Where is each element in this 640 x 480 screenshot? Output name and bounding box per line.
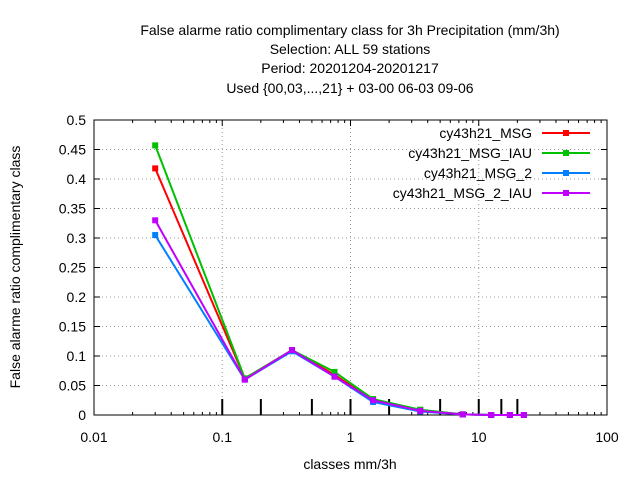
legend-label: cy43h21_MSG_2_IAU bbox=[393, 185, 532, 201]
data-point bbox=[459, 411, 466, 418]
x-axis: 0.01 0.1 1 10 100 bbox=[80, 120, 619, 445]
y-tick-label: 0.15 bbox=[59, 319, 86, 335]
data-point bbox=[289, 347, 296, 354]
title-line-2: Selection: ALL 59 stations bbox=[270, 41, 431, 57]
data-point bbox=[241, 376, 248, 383]
legend-marker bbox=[563, 170, 569, 176]
legend-marker bbox=[563, 150, 569, 156]
title-line-1: False alarme ratio complimentary class f… bbox=[140, 22, 559, 38]
x-tick-label: 1 bbox=[347, 429, 355, 445]
data-point bbox=[152, 165, 159, 172]
legend-label: cy43h21_MSG bbox=[439, 125, 532, 141]
x-tick-label: 0.01 bbox=[80, 429, 107, 445]
data-point bbox=[370, 397, 377, 404]
y-tick-label: 0.4 bbox=[67, 171, 87, 187]
y-axis: 0 0.05 0.1 0.15 0.2 0.25 0.3 0.35 0.4 0.45 0.5 bbox=[59, 112, 607, 423]
y-tick-label: 0.1 bbox=[67, 348, 87, 364]
y-tick-label: 0.35 bbox=[59, 201, 86, 217]
series-line bbox=[154, 234, 524, 416]
x-axis-label: classes mm/3h bbox=[303, 456, 396, 472]
data-point bbox=[417, 407, 424, 414]
y-tick-label: 0.2 bbox=[67, 289, 87, 305]
data-point bbox=[520, 412, 527, 418]
chart-title: False alarme ratio complimentary class f… bbox=[140, 22, 559, 96]
y-tick-label: 0.05 bbox=[59, 378, 86, 394]
y-tick-label: 0.3 bbox=[67, 230, 87, 246]
legend-label: cy43h21_MSG_IAU bbox=[408, 145, 532, 161]
data-point bbox=[331, 373, 338, 380]
y-tick-label: 0.25 bbox=[59, 260, 86, 276]
y-tick-label: 0.45 bbox=[59, 142, 86, 158]
legend-label: cy43h21_MSG_2 bbox=[424, 165, 532, 181]
title-line-3: Period: 20201204-20201217 bbox=[261, 60, 439, 76]
y-tick-label: 0 bbox=[78, 407, 86, 423]
x-tick-label: 0.1 bbox=[213, 429, 233, 445]
data-point bbox=[506, 412, 513, 418]
data-point bbox=[331, 368, 338, 375]
data-point bbox=[152, 232, 159, 239]
data-point bbox=[152, 217, 159, 224]
legend-marker bbox=[563, 190, 569, 196]
legend-marker bbox=[563, 130, 569, 136]
x-tick-label: 10 bbox=[471, 429, 487, 445]
y-tick-label: 0.5 bbox=[67, 112, 87, 128]
legend: cy43h21_MSG cy43h21_MSG_IAU cy43h21_MSG_2c… bbox=[393, 125, 590, 201]
data-point bbox=[152, 142, 159, 149]
y-axis-label: False alarme ratio complimentary class bbox=[7, 146, 23, 389]
x-tick-label: 100 bbox=[595, 429, 619, 445]
series-line bbox=[154, 219, 524, 416]
title-line-4: Used {00,03,...,21} + 03-00 06-03 09-06 bbox=[226, 80, 473, 96]
data-point bbox=[488, 412, 495, 418]
series-group bbox=[152, 142, 527, 418]
